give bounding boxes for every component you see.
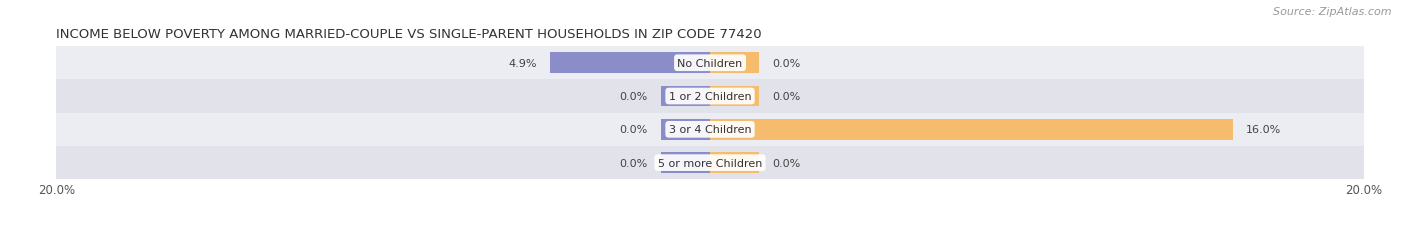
Bar — [661, 86, 710, 107]
Text: INCOME BELOW POVERTY AMONG MARRIED-COUPLE VS SINGLE-PARENT HOUSEHOLDS IN ZIP COD: INCOME BELOW POVERTY AMONG MARRIED-COUPL… — [56, 28, 762, 41]
Bar — [710, 119, 1233, 140]
Bar — [56, 113, 1364, 146]
Bar — [550, 53, 710, 74]
Bar — [710, 53, 759, 74]
Text: 0.0%: 0.0% — [772, 58, 800, 68]
Text: 16.0%: 16.0% — [1246, 125, 1281, 135]
Text: 5 or more Children: 5 or more Children — [658, 158, 762, 168]
Bar — [56, 146, 1364, 179]
Text: Source: ZipAtlas.com: Source: ZipAtlas.com — [1274, 7, 1392, 17]
Text: 1 or 2 Children: 1 or 2 Children — [669, 92, 751, 102]
Bar — [56, 80, 1364, 113]
Text: 3 or 4 Children: 3 or 4 Children — [669, 125, 751, 135]
Text: 4.9%: 4.9% — [509, 58, 537, 68]
Bar — [56, 47, 1364, 80]
Text: No Children: No Children — [678, 58, 742, 68]
Text: 0.0%: 0.0% — [772, 158, 800, 168]
Text: 0.0%: 0.0% — [772, 92, 800, 102]
Text: 0.0%: 0.0% — [620, 125, 648, 135]
Bar — [661, 153, 710, 173]
Text: 0.0%: 0.0% — [620, 92, 648, 102]
Text: 0.0%: 0.0% — [620, 158, 648, 168]
Bar — [710, 153, 759, 173]
Bar — [710, 86, 759, 107]
Bar — [661, 119, 710, 140]
